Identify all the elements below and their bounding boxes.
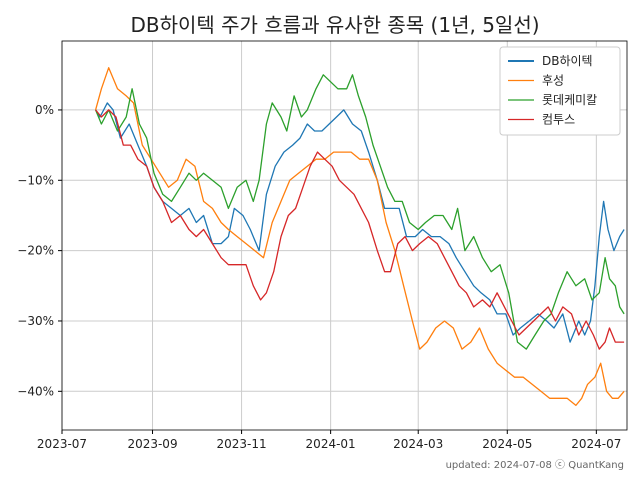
plot-frame bbox=[61, 40, 628, 431]
legend-label-2: 롯데케미칼 bbox=[542, 93, 597, 107]
y-tick-label: 0% bbox=[35, 103, 54, 117]
chart-title: DB하이텍 주가 흐름과 유사한 종목 (1년, 5일선) bbox=[130, 13, 539, 37]
y-tick-label: −10% bbox=[17, 173, 54, 187]
x-tick-label: 2024-05 bbox=[482, 437, 532, 451]
x-tick-label: 2023-07 bbox=[37, 437, 87, 451]
y-tick-label: −20% bbox=[17, 244, 54, 258]
tick-layer: 2023-07 2023-09 2023-11 2024-01 2024-03 2024-… bbox=[17, 103, 621, 451]
y-tick-label: −30% bbox=[17, 314, 54, 328]
series-line-1 bbox=[94, 67, 625, 407]
legend-label-0: DB하이텍 bbox=[542, 54, 593, 68]
x-tick-label: 2023-11 bbox=[217, 437, 267, 451]
series-layer bbox=[94, 67, 625, 407]
x-tick-label: 2023-09 bbox=[127, 437, 177, 451]
series-line-0 bbox=[95, 102, 625, 343]
x-tick-label: 2024-07 bbox=[571, 437, 621, 451]
legend-label-3: 컴투스 bbox=[542, 113, 575, 127]
legend-label-1: 후성 bbox=[542, 74, 564, 88]
y-tick-label: −40% bbox=[17, 384, 54, 398]
x-tick-label: 2024-01 bbox=[306, 437, 356, 451]
series-line-3 bbox=[95, 109, 625, 350]
credit-text: updated: 2024-07-08 ⓒ QuantKang bbox=[446, 459, 624, 471]
x-tick-label: 2024-03 bbox=[393, 437, 443, 451]
series-line-2 bbox=[94, 74, 625, 350]
legend-box bbox=[499, 46, 621, 136]
